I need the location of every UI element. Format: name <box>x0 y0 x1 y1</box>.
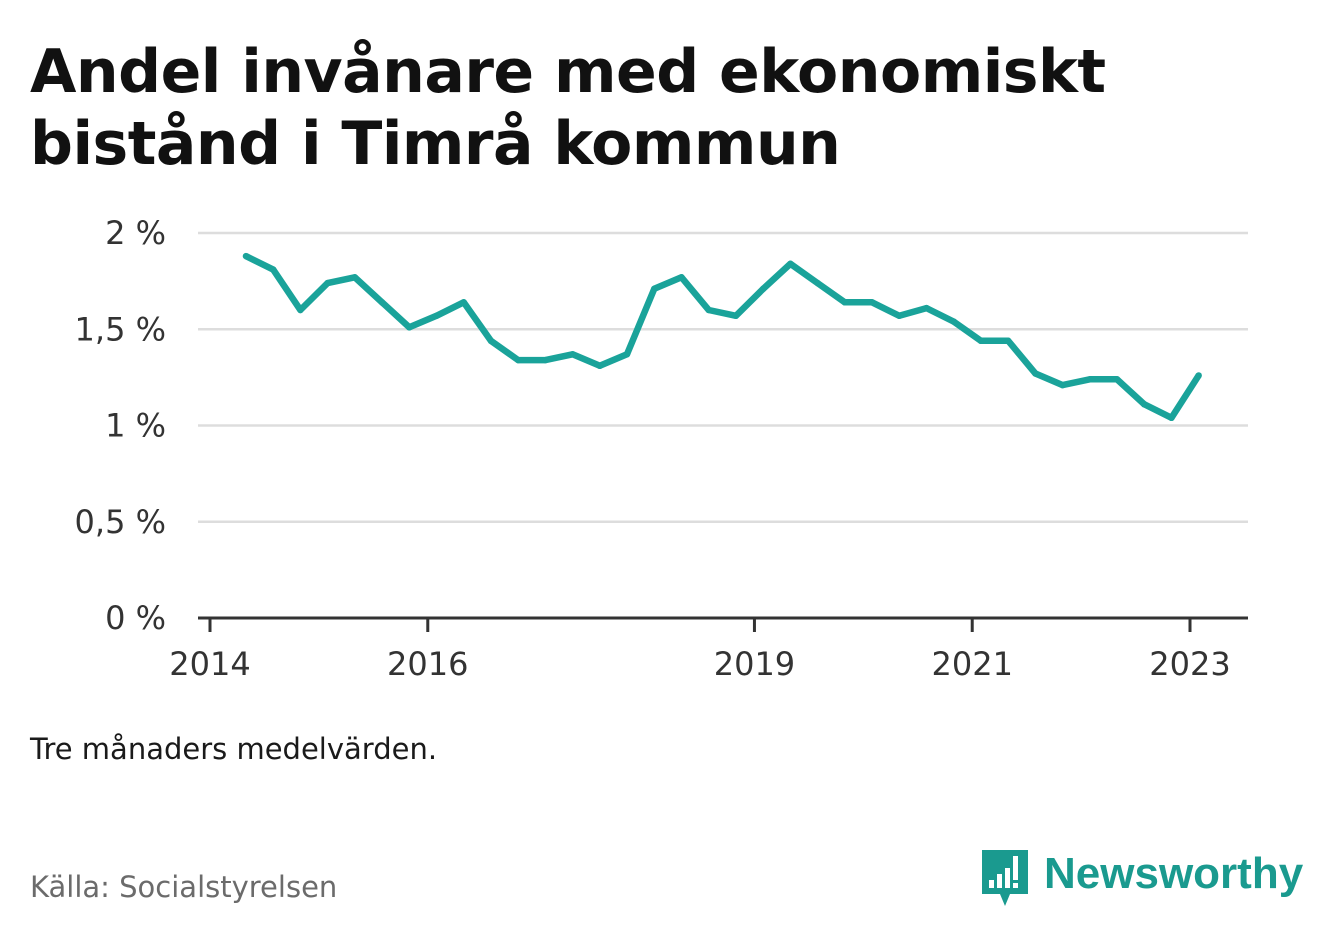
chart-title: Andel invånare med ekonomiskt bistånd i … <box>30 37 1106 179</box>
data-point <box>351 274 359 281</box>
data-point <box>569 351 576 358</box>
x-tick-label: 2019 <box>714 645 795 683</box>
data-point <box>896 312 903 319</box>
y-tick-label: 0 % <box>105 599 166 637</box>
data-point <box>297 306 304 314</box>
data-point <box>1113 376 1121 383</box>
data-point <box>542 356 549 364</box>
y-tick-label: 0,5 % <box>75 503 166 541</box>
series-layer <box>242 252 1202 422</box>
data-point <box>1032 370 1039 377</box>
data-point <box>1141 401 1148 408</box>
data-point <box>433 312 440 319</box>
data-point <box>596 362 604 370</box>
source-note: Källa: Socialstyrelsen <box>30 870 338 904</box>
data-point <box>814 279 821 287</box>
data-point <box>705 306 712 314</box>
y-axis-tick-labels: 0 % 0,5 % 1 % 1,5 % 2 % <box>75 214 166 637</box>
x-tick-label: 2014 <box>169 645 250 683</box>
x-axis-ticks: 2014 2016 2019 2021 2023 <box>169 618 1231 683</box>
data-point <box>759 285 767 293</box>
data-point <box>487 337 495 344</box>
y-tick-label: 1,5 % <box>75 310 166 348</box>
x-tick-label: 2021 <box>932 645 1013 683</box>
x-tick-label: 2023 <box>1149 645 1230 683</box>
data-point <box>623 351 631 358</box>
data-point <box>950 318 957 325</box>
x-tick-label: 2016 <box>387 645 468 683</box>
data-point <box>1004 337 1012 344</box>
data-point <box>460 299 467 306</box>
data-point <box>406 324 413 331</box>
newsworthy-logo-icon <box>982 850 1028 906</box>
data-point <box>977 337 985 344</box>
data-point <box>787 260 794 267</box>
data-point <box>514 356 522 364</box>
data-point <box>324 279 331 287</box>
brand-logo: Newsworthy <box>980 848 1303 910</box>
data-point <box>1059 381 1066 389</box>
y-tick-label: 2 % <box>105 214 166 252</box>
data-point <box>1086 376 1094 383</box>
data-point <box>1168 414 1175 421</box>
gridlines <box>198 231 1248 523</box>
data-point <box>841 299 849 306</box>
series-line <box>244 253 1202 422</box>
data-point <box>923 304 930 312</box>
data-point <box>242 252 250 260</box>
data-point <box>651 285 658 293</box>
data-point <box>732 312 740 319</box>
data-point <box>269 266 277 273</box>
y-tick-label: 1 % <box>105 407 166 445</box>
line-chart: 0 % 0,5 % 1 % 1,5 % 2 % 2014 2016 2019 2021 2023 <box>75 214 1248 683</box>
data-point <box>378 299 386 306</box>
data-point <box>678 274 685 281</box>
data-point <box>1195 372 1202 379</box>
data-point <box>868 299 876 306</box>
brand-name: Newsworthy <box>1044 849 1304 898</box>
chart-note: Tre månaders medelvärden. <box>30 732 438 766</box>
